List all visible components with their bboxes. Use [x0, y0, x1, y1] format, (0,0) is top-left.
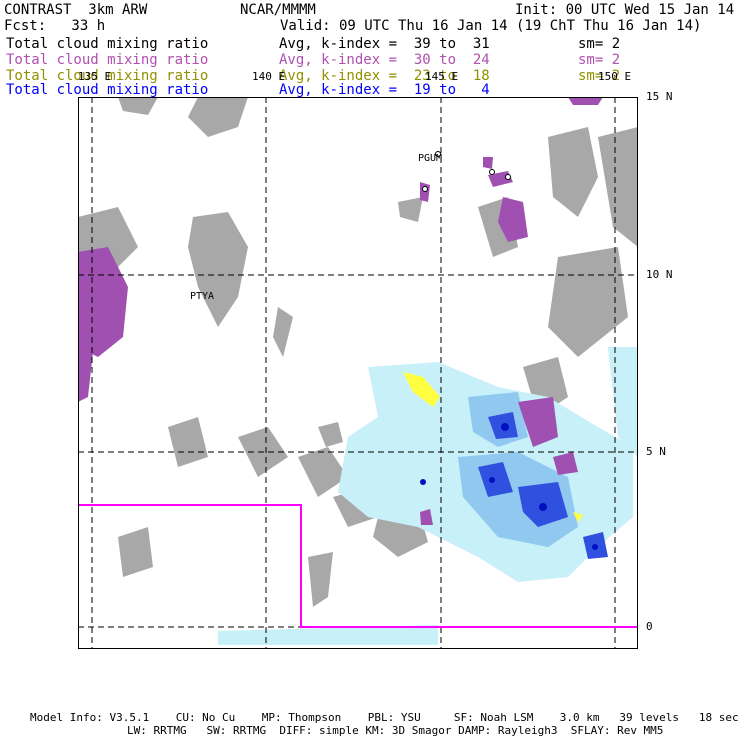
domain-outline: [78, 504, 638, 628]
map-frame: [78, 97, 638, 649]
field-sm-2: sm= 2: [578, 52, 621, 68]
conv-core: [420, 479, 426, 485]
lat-label-5n: 5 N: [646, 445, 666, 458]
lat-label-0: 0: [646, 620, 653, 633]
lon-label-140e: 140 E: [252, 70, 286, 83]
mid-cloud-patch: [518, 397, 558, 447]
mid-cloud-patch: [483, 157, 493, 169]
model-info-line-1: Model Info: V3.5.1 CU: No Cu MP: Thompso…: [30, 711, 739, 724]
conv-dark-region: [478, 462, 513, 497]
field-avg-2: Avg, k-index = 30 to 24: [279, 52, 490, 68]
station-marker: [422, 186, 428, 192]
lon-label-145e: 145 E: [425, 70, 459, 83]
low-cloud-patch: [548, 247, 628, 357]
low-cloud-patch: [188, 212, 248, 327]
field-sm-3: sm= 2: [578, 68, 621, 84]
low-cloud-patch: [308, 552, 333, 607]
field-sm-1: sm= 2: [578, 36, 621, 52]
conv-core: [501, 423, 509, 431]
low-cloud-patch: [118, 97, 158, 115]
conv-core: [539, 503, 547, 511]
lon-label-150e: 150 E: [598, 70, 632, 83]
mid-cloud-patch: [498, 197, 528, 242]
field-name-3: Total cloud mixing ratio: [6, 68, 209, 84]
low-cloud-patch: [273, 307, 293, 357]
conv-light-region: [608, 347, 638, 457]
mid-cloud-patch: [568, 97, 603, 105]
forecast-hour: Fcst: 33 h: [4, 18, 106, 34]
valid-time: Valid: 09 UTC Thu 16 Jan 14 (19 ChT Thu …: [280, 18, 702, 34]
lat-label-15n: 15 N: [646, 90, 673, 103]
low-cloud-patch: [318, 422, 343, 447]
station-pgum-marker: [435, 151, 441, 157]
model-title: CONTRAST 3km ARW: [4, 2, 148, 18]
station-label-pgum: PGUM: [418, 153, 442, 164]
org-label: NCAR/MMMM: [240, 2, 316, 18]
model-info-line-2: LW: RRTMG SW: RRTMG DIFF: simple KM: 3D …: [127, 724, 664, 737]
low-cloud-patch: [598, 127, 638, 247]
conv-core: [489, 477, 495, 483]
station-marker: [489, 169, 495, 175]
mid-cloud-patch: [553, 452, 578, 475]
field-avg-1: Avg, k-index = 39 to 31: [279, 36, 490, 52]
station-label-ptya: PTYA: [190, 291, 214, 302]
high-cloud-patch: [573, 512, 583, 522]
field-name-2: Total cloud mixing ratio: [6, 52, 209, 68]
station-markers: [422, 151, 511, 192]
field-avg-4: Avg, k-index = 19 to 4: [279, 82, 490, 98]
field-avg-3: Avg, k-index = 23 to 18: [279, 68, 490, 84]
low-cloud-patch: [118, 527, 153, 577]
low-cloud-patch: [398, 197, 423, 222]
mid-cloud-patch: [78, 347, 93, 402]
station-marker: [505, 174, 511, 180]
low-cloud-patch: [298, 447, 348, 497]
conv-light-strip: [218, 625, 438, 645]
field-name-4: Total cloud mixing ratio: [6, 82, 209, 98]
conv-core: [592, 544, 598, 550]
low-cloud-patch: [548, 127, 598, 217]
lat-label-10n: 10 N: [646, 268, 673, 281]
high-cloud-layer: [403, 372, 583, 522]
low-cloud-patch: [168, 417, 208, 467]
convective-cloud-layer: [218, 347, 638, 645]
init-time: Init: 00 UTC Wed 15 Jan 14: [515, 2, 735, 18]
cloud-map: PGUM PTYA: [78, 97, 638, 649]
mid-cloud-patch: [420, 509, 433, 525]
low-cloud-patch: [188, 97, 248, 137]
field-name-1: Total cloud mixing ratio: [6, 36, 209, 52]
lon-label-135e: 135 E: [78, 70, 112, 83]
high-cloud-patch: [403, 372, 440, 407]
domain-box: [78, 504, 638, 628]
